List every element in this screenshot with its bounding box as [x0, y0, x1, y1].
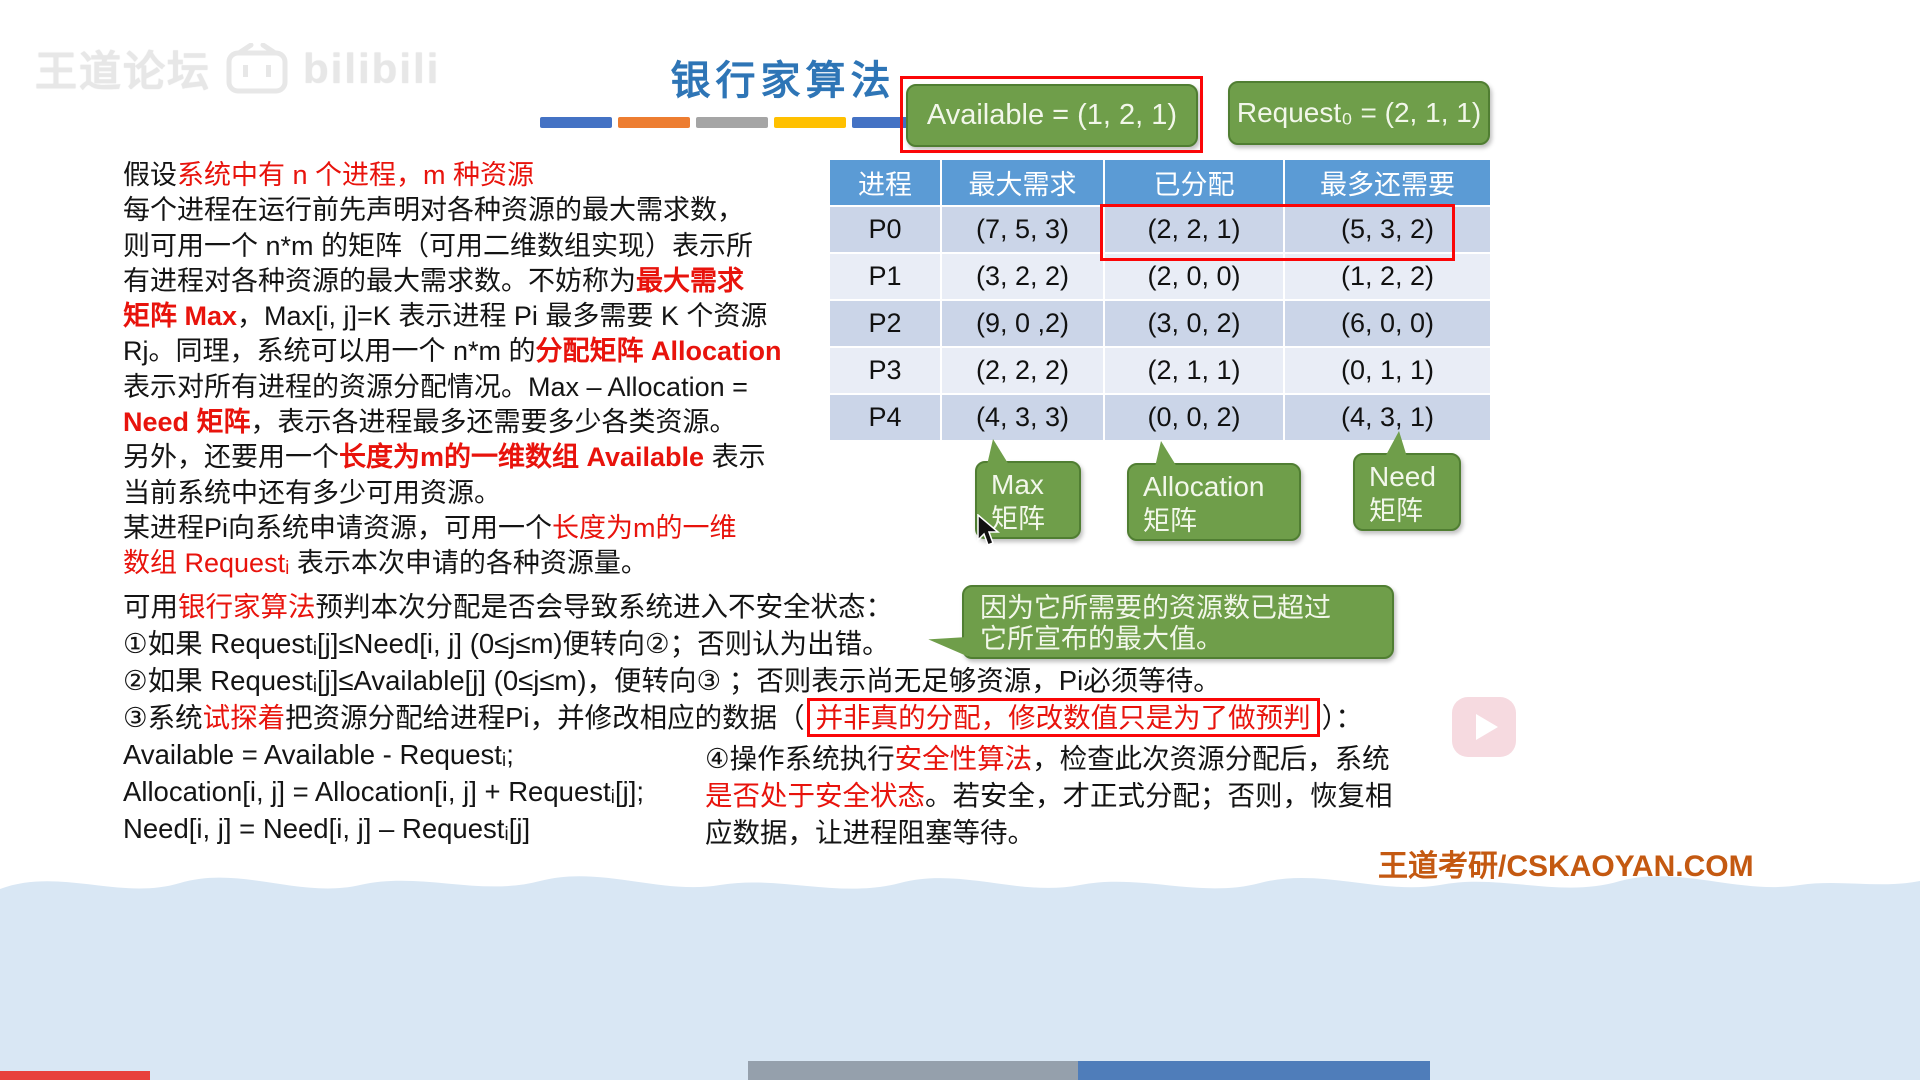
- cell-p0-max: (7, 5, 3): [942, 207, 1103, 252]
- column-header-process: 进程: [830, 160, 940, 205]
- cell-p2-alloc: (3, 0, 2): [1105, 301, 1283, 346]
- text-line: ④操作系统执行安全性算法，检查此次资源分配后，系统: [705, 743, 1390, 774]
- intro-paragraph: 假设系统中有 n 个进程，m 种资源 每个进程在运行前先声明对各种资源的最大需求…: [123, 158, 782, 582]
- cell-p3-need: (0, 1, 1): [1285, 348, 1490, 393]
- divider-bar: [696, 117, 768, 128]
- callout-label: 矩阵: [991, 504, 1045, 534]
- decorative-bars: [540, 117, 924, 128]
- available-badge: Available = (1, 2, 1): [906, 84, 1198, 147]
- error-reason-callout: 因为它所需要的资源数已超过 它所宣布的最大值。: [962, 585, 1394, 659]
- text-line: ③系统试探着把资源分配给进程Pi，并修改相应的数据（ 并非真的分配，修改数值只是为…: [123, 698, 1363, 737]
- mouse-cursor: [977, 514, 1001, 546]
- text-line: Available = Available - Requestᵢ;: [123, 739, 514, 770]
- text-line: 当前系统中还有多少可用资源。: [123, 477, 501, 508]
- watermark-logo-label: bilibili: [303, 44, 441, 92]
- cell-p2-max: (9, 0 ,2): [942, 301, 1103, 346]
- cell-p3-alloc: (2, 1, 1): [1105, 348, 1283, 393]
- column-header-allocated: 已分配: [1105, 160, 1283, 205]
- callout-label: 因为它所需要的资源数已超过: [980, 593, 1331, 623]
- cell-p1-need: (1, 2, 2): [1285, 254, 1490, 299]
- cell-p3-process: P3: [830, 348, 940, 393]
- callout-label: Max: [991, 469, 1044, 500]
- progress-segment-blue[interactable]: [1078, 1061, 1430, 1080]
- cell-p2-process: P2: [830, 301, 940, 346]
- text-line: Need 矩阵，表示各进程最多还需要多少各类资源。: [123, 407, 737, 438]
- cell-p3-max: (2, 2, 2): [942, 348, 1103, 393]
- page-title: 银行家算法: [670, 59, 896, 103]
- text-line: 假设系统中有 n 个进程，m 种资源: [123, 160, 535, 190]
- column-header-max: 最大需求: [942, 160, 1103, 205]
- algorithm-steps: 可用银行家算法预判本次分配是否会导致系统进入不安全状态： ①如果 Request…: [123, 588, 1363, 847]
- cell-p0-process: P0: [830, 207, 940, 252]
- divider-bar: [618, 117, 690, 128]
- text-line: Allocation[i, j] = Allocation[i, j] + Re…: [123, 776, 644, 807]
- progress-segment-gray[interactable]: [748, 1061, 1078, 1080]
- max-matrix-callout: Max 矩阵: [975, 439, 1081, 539]
- cell-p0-alloc: (2, 2, 1): [1105, 207, 1283, 252]
- progress-segment-red[interactable]: [0, 1071, 150, 1080]
- cell-p0-need: (5, 3, 2): [1285, 207, 1490, 252]
- text-line: 数组 Requestᵢ 表示本次申请的各种资源量。: [123, 548, 648, 579]
- text-line: 应数据，让进程阻塞等待。: [705, 817, 1035, 848]
- watermark-site-label: 王道论坛: [35, 48, 212, 95]
- callout-label: 它所宣布的最大值。: [980, 624, 1223, 654]
- text-line: 可用银行家算法预判本次分配是否会导致系统进入不安全状态：: [123, 591, 893, 622]
- brand-watermark: 王道考研/CSKAOYAN.COM: [1378, 850, 1754, 883]
- request-badge: Request₀ = (2, 1, 1): [1228, 81, 1490, 145]
- allocation-matrix-callout: Allocation 矩阵: [1127, 441, 1301, 541]
- text-line: 矩阵 Max，Max[i, j]=K 表示进程 Pi 最多需要 K 个资源: [123, 301, 768, 332]
- text-line: 另外，还要用一个长度为m的一维数组 Available 表示: [123, 442, 766, 473]
- step4-paragraph: ④操作系统执行安全性算法，检查此次资源分配后，系统 是否处于安全状态。若安全，才…: [705, 740, 1393, 851]
- wave-decoration: [0, 876, 1920, 1080]
- divider-bar: [540, 117, 612, 128]
- text-line: ①如果 Requestᵢ[j]≤Need[i, j] (0≤j≤m)便转向②；否…: [123, 628, 890, 659]
- text-line: Need[i, j] = Need[i, j] – Requestᵢ[j]: [123, 813, 531, 844]
- cell-p1-alloc: (2, 0, 0): [1105, 254, 1283, 299]
- text-line: 某进程Pi向系统申请资源，可用一个长度为m的一维: [123, 512, 737, 543]
- resource-table: 进程 最大需求 已分配 最多还需要 P0 (7, 5, 3) (2, 2, 1)…: [830, 160, 1490, 440]
- cell-p4-max: (4, 3, 3): [942, 395, 1103, 440]
- divider-bar: [774, 117, 846, 128]
- divider-bar: [852, 117, 924, 128]
- watermark: 王道论坛 bilibili: [35, 38, 440, 99]
- text-line: Rj。同理，系统可以用一个 n*m 的分配矩阵 Allocation: [123, 336, 782, 367]
- callout-label: Allocation: [1143, 471, 1265, 502]
- cell-p1-process: P1: [830, 254, 940, 299]
- text-line: 则可用一个 n*m 的矩阵（可用二维数组实现）表示所: [123, 230, 754, 261]
- text-line: 是否处于安全状态。若安全，才正式分配；否则，恢复相: [705, 780, 1393, 811]
- cell-p4-alloc: (0, 0, 2): [1105, 395, 1283, 440]
- cell-p1-max: (3, 2, 2): [942, 254, 1103, 299]
- callout-label: 矩阵: [1143, 506, 1197, 536]
- text-line: ②如果 Requestᵢ[j]≤Available[j] (0≤j≤m)，便转向…: [123, 665, 1221, 696]
- text-line: 每个进程在运行前先声明对各种资源的最大需求数，: [123, 195, 744, 226]
- need-matrix-callout: Need 矩阵: [1353, 431, 1461, 531]
- text-line: 表示对所有进程的资源分配情况。Max – Allocation =: [123, 371, 748, 402]
- bilibili-tv-icon: [226, 42, 288, 93]
- column-header-need: 最多还需要: [1285, 160, 1490, 205]
- text-line: 有进程对各种资源的最大需求数。不妨称为最大需求: [123, 265, 744, 296]
- cell-p2-need: (6, 0, 0): [1285, 301, 1490, 346]
- callout-label: 矩阵: [1369, 496, 1423, 526]
- play-button-icon[interactable]: [1452, 697, 1516, 757]
- cell-p4-process: P4: [830, 395, 940, 440]
- callout-label: Need: [1369, 461, 1436, 492]
